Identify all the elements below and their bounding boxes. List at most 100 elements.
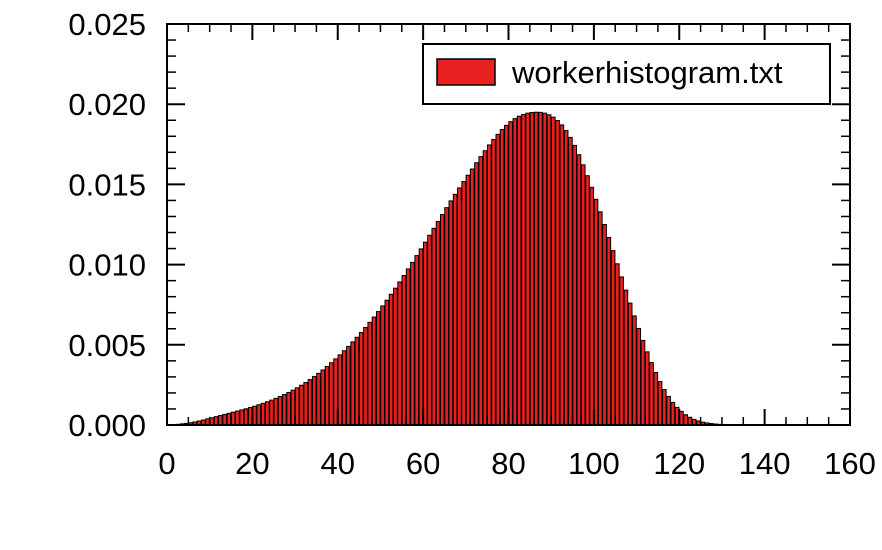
histogram-bar xyxy=(265,402,269,425)
histogram-bar xyxy=(423,242,427,425)
histogram-bar xyxy=(385,300,389,425)
histogram-bar xyxy=(325,366,329,425)
histogram-bar xyxy=(522,114,526,425)
histogram-bar xyxy=(662,390,666,425)
histogram-bar xyxy=(428,235,432,425)
histogram-bar xyxy=(534,112,538,425)
histogram-bar xyxy=(616,264,620,425)
histogram-bar xyxy=(598,212,602,425)
histogram-bar xyxy=(624,290,628,425)
histogram-bar xyxy=(419,249,423,425)
y-tick-label: 0.020 xyxy=(68,87,146,122)
histogram-bar xyxy=(394,288,398,425)
histogram-bar xyxy=(611,251,615,425)
x-tick-label: 20 xyxy=(235,446,269,481)
y-tick-label: 0.025 xyxy=(68,7,146,42)
histogram-bar xyxy=(564,131,568,425)
histogram-bar xyxy=(389,294,393,425)
histogram-bar xyxy=(671,402,675,425)
histogram-bar xyxy=(317,373,321,425)
histogram-bar xyxy=(569,137,573,425)
histogram-bar xyxy=(453,194,457,425)
histogram-bar xyxy=(321,370,325,425)
histogram-bar xyxy=(445,208,449,425)
histogram-bar xyxy=(227,413,231,425)
histogram-bar xyxy=(236,411,240,425)
histogram-bar xyxy=(402,276,406,425)
histogram-bar xyxy=(547,115,551,425)
x-tick-label: 0 xyxy=(158,446,175,481)
histogram-bar xyxy=(628,303,632,425)
histogram-bar xyxy=(355,337,359,425)
histogram-bar xyxy=(210,418,214,425)
histogram-bar xyxy=(342,351,346,425)
histogram-bar xyxy=(223,414,227,425)
histogram-bar xyxy=(530,113,534,425)
histogram-bar xyxy=(330,363,334,425)
histogram-bar xyxy=(304,382,308,425)
x-tick-label: 140 xyxy=(739,446,791,481)
histogram-bar xyxy=(637,328,641,425)
histogram-bar xyxy=(406,269,410,425)
histogram-bar xyxy=(590,187,594,425)
histogram-bar xyxy=(479,157,483,425)
histogram-bar xyxy=(240,410,244,425)
histogram-bar xyxy=(483,151,487,425)
histogram-bar xyxy=(432,228,436,425)
histogram-bar xyxy=(505,125,509,425)
histogram-bar xyxy=(287,392,291,425)
histogram-bar xyxy=(270,400,274,425)
histogram-bar xyxy=(214,417,218,425)
histogram-bar xyxy=(560,125,564,425)
histogram-bar xyxy=(641,340,645,425)
histogram-bar xyxy=(436,221,440,425)
legend-swatch xyxy=(437,59,495,85)
x-tick-label: 160 xyxy=(824,446,876,481)
histogram-bar xyxy=(620,277,624,425)
histogram-bar xyxy=(650,363,654,425)
histogram-bar xyxy=(458,188,462,425)
histogram-bar xyxy=(231,412,235,425)
histogram-bar xyxy=(688,417,692,425)
histogram-bar xyxy=(487,145,491,425)
histogram-bar xyxy=(295,388,299,425)
histogram-bar xyxy=(381,306,385,425)
histogram-bar xyxy=(551,117,555,425)
histogram-bar xyxy=(603,225,607,426)
histogram-bar xyxy=(654,373,658,425)
histogram-bar xyxy=(244,409,248,425)
histogram-bar xyxy=(359,332,363,425)
histogram-bar xyxy=(351,342,355,425)
histogram-bar xyxy=(219,416,223,425)
histogram-bar xyxy=(667,396,671,425)
histogram-bar xyxy=(449,201,453,425)
histogram-bar xyxy=(462,182,466,425)
histogram-bar xyxy=(475,163,479,425)
histogram-bar xyxy=(577,155,581,425)
x-tick-label: 80 xyxy=(491,446,525,481)
histogram-bar xyxy=(543,113,547,425)
histogram-bar xyxy=(411,262,415,425)
histogram-bar xyxy=(466,175,470,425)
histogram-bar xyxy=(500,130,504,425)
histogram-bar xyxy=(496,134,500,425)
histogram-bar xyxy=(556,121,560,425)
histogram-bar xyxy=(274,398,278,425)
histogram-bar xyxy=(300,385,304,425)
y-tick-label: 0.005 xyxy=(68,328,146,363)
histogram-bar xyxy=(684,415,688,425)
histogram-bar xyxy=(283,395,287,425)
histogram-bar xyxy=(441,215,445,425)
histogram-bar xyxy=(645,352,649,425)
histogram-bar xyxy=(347,346,351,425)
histogram-bar xyxy=(586,176,590,425)
histogram-bar xyxy=(513,119,517,425)
histogram-bar xyxy=(308,380,312,425)
histogram-bar xyxy=(492,139,496,425)
histogram-bar xyxy=(368,322,372,425)
histogram-bar xyxy=(312,377,316,425)
histogram-bar xyxy=(658,382,662,425)
histogram-bar xyxy=(364,327,368,425)
